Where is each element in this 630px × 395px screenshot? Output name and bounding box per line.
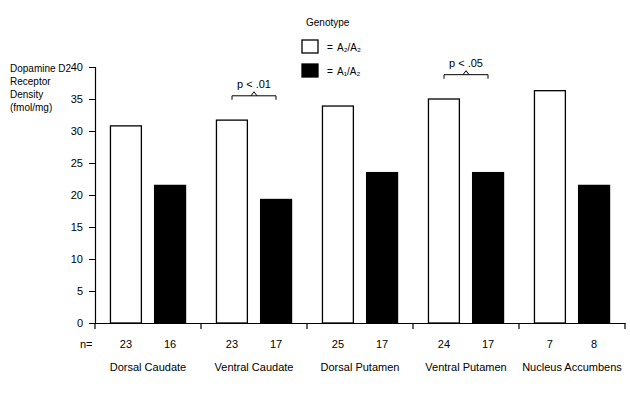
bar <box>534 91 565 323</box>
legend-swatch <box>302 40 318 53</box>
n-value: 16 <box>164 338 176 350</box>
bar <box>322 106 353 323</box>
x-tick-label: Dorsal Putamen <box>321 361 400 373</box>
y-tick: 20 <box>71 189 95 201</box>
n-value: 17 <box>376 338 388 350</box>
y-tick: 40 <box>71 61 95 73</box>
y-tick-label: 20 <box>71 189 83 201</box>
y-tick-label: 25 <box>71 157 83 169</box>
y-tick-mark <box>89 323 95 324</box>
y-tick-label: 30 <box>71 125 83 137</box>
bar <box>428 99 459 323</box>
x-axis: Dorsal Caudate Ventral Caudate Dorsal Puta… <box>96 323 626 373</box>
bar <box>261 199 292 323</box>
y-tick-mark <box>89 163 95 164</box>
significance-bracket <box>232 92 276 100</box>
group-divider <box>306 323 307 329</box>
y-axis-title: (fmol/mg) <box>10 102 52 113</box>
x-axis-line <box>96 323 626 324</box>
n-value: 7 <box>547 338 553 350</box>
y-axis: 0 5 10 15 20 25 30 35 40 <box>71 61 96 329</box>
y-tick-label: 5 <box>77 285 83 297</box>
y-tick: 0 <box>77 317 95 329</box>
y-axis-title: Receptor <box>10 76 51 87</box>
n-value: 23 <box>226 338 238 350</box>
y-axis-line <box>89 68 96 324</box>
y-tick-label: 35 <box>71 93 83 105</box>
group-divider <box>200 323 201 329</box>
x-tick: Ventral Caudate <box>215 323 294 373</box>
x-tick: Dorsal Putamen <box>321 323 400 373</box>
y-tick-mark <box>89 99 95 100</box>
group-divider <box>518 323 519 329</box>
y-tick: 30 <box>71 125 95 137</box>
legend-label: A₂/A₂ <box>337 42 361 53</box>
bar <box>155 185 186 323</box>
x-tick: Ventral Putamen <box>425 323 506 373</box>
chart: 0 5 10 15 20 25 30 35 40 Dorsal Caudate Ventral Ca… <box>0 0 630 395</box>
y-tick-mark <box>89 291 95 292</box>
bar <box>367 173 398 323</box>
significance-bracket <box>444 71 488 79</box>
n-value: 23 <box>120 338 132 350</box>
n-value: 17 <box>482 338 494 350</box>
y-tick-mark <box>89 67 95 68</box>
y-tick: 10 <box>71 253 95 265</box>
x-tick-label: Nucleus Accumbens <box>522 361 622 373</box>
legend-swatch <box>302 64 318 77</box>
legend-label: A₁/A₂ <box>337 66 360 77</box>
legend-title: Genotype <box>306 17 350 28</box>
legend-prefix: = <box>327 42 333 53</box>
bar <box>473 173 504 323</box>
bar <box>579 185 610 323</box>
y-tick-label: 0 <box>77 317 83 329</box>
bar <box>216 120 247 323</box>
x-tick: Dorsal Caudate <box>110 323 186 373</box>
y-tick-mark <box>89 227 95 228</box>
y-tick-label: 40 <box>71 61 83 73</box>
y-tick-mark <box>89 259 95 260</box>
y-axis-title: Density <box>10 89 43 100</box>
n-value: 8 <box>591 338 597 350</box>
n-value: 25 <box>332 338 344 350</box>
x-tick: Nucleus Accumbens <box>522 323 622 373</box>
n-value: 24 <box>438 338 450 350</box>
y-tick: 5 <box>77 285 95 297</box>
x-tick-label: Ventral Caudate <box>215 361 294 373</box>
group-divider <box>412 323 413 329</box>
bar <box>110 126 141 323</box>
group-divider <box>624 323 625 329</box>
y-tick: 35 <box>71 93 95 105</box>
x-tick-label: Ventral Putamen <box>425 361 506 373</box>
y-tick-mark <box>89 131 95 132</box>
y-tick-label: 10 <box>71 253 83 265</box>
x-tick-label: Dorsal Caudate <box>110 361 186 373</box>
group-divider <box>94 323 95 329</box>
bars <box>110 91 609 323</box>
y-axis-title: Dopamine D2 <box>10 63 72 74</box>
n-value: 17 <box>270 338 282 350</box>
y-tick-label: 15 <box>71 221 83 233</box>
y-tick: 25 <box>71 157 95 169</box>
annotation: p < .05 <box>449 57 483 69</box>
y-tick: 15 <box>71 221 95 233</box>
annotation: p < .01 <box>237 78 271 90</box>
n-label: n= <box>80 338 93 350</box>
legend-prefix: = <box>327 66 333 77</box>
y-tick-mark <box>89 195 95 196</box>
